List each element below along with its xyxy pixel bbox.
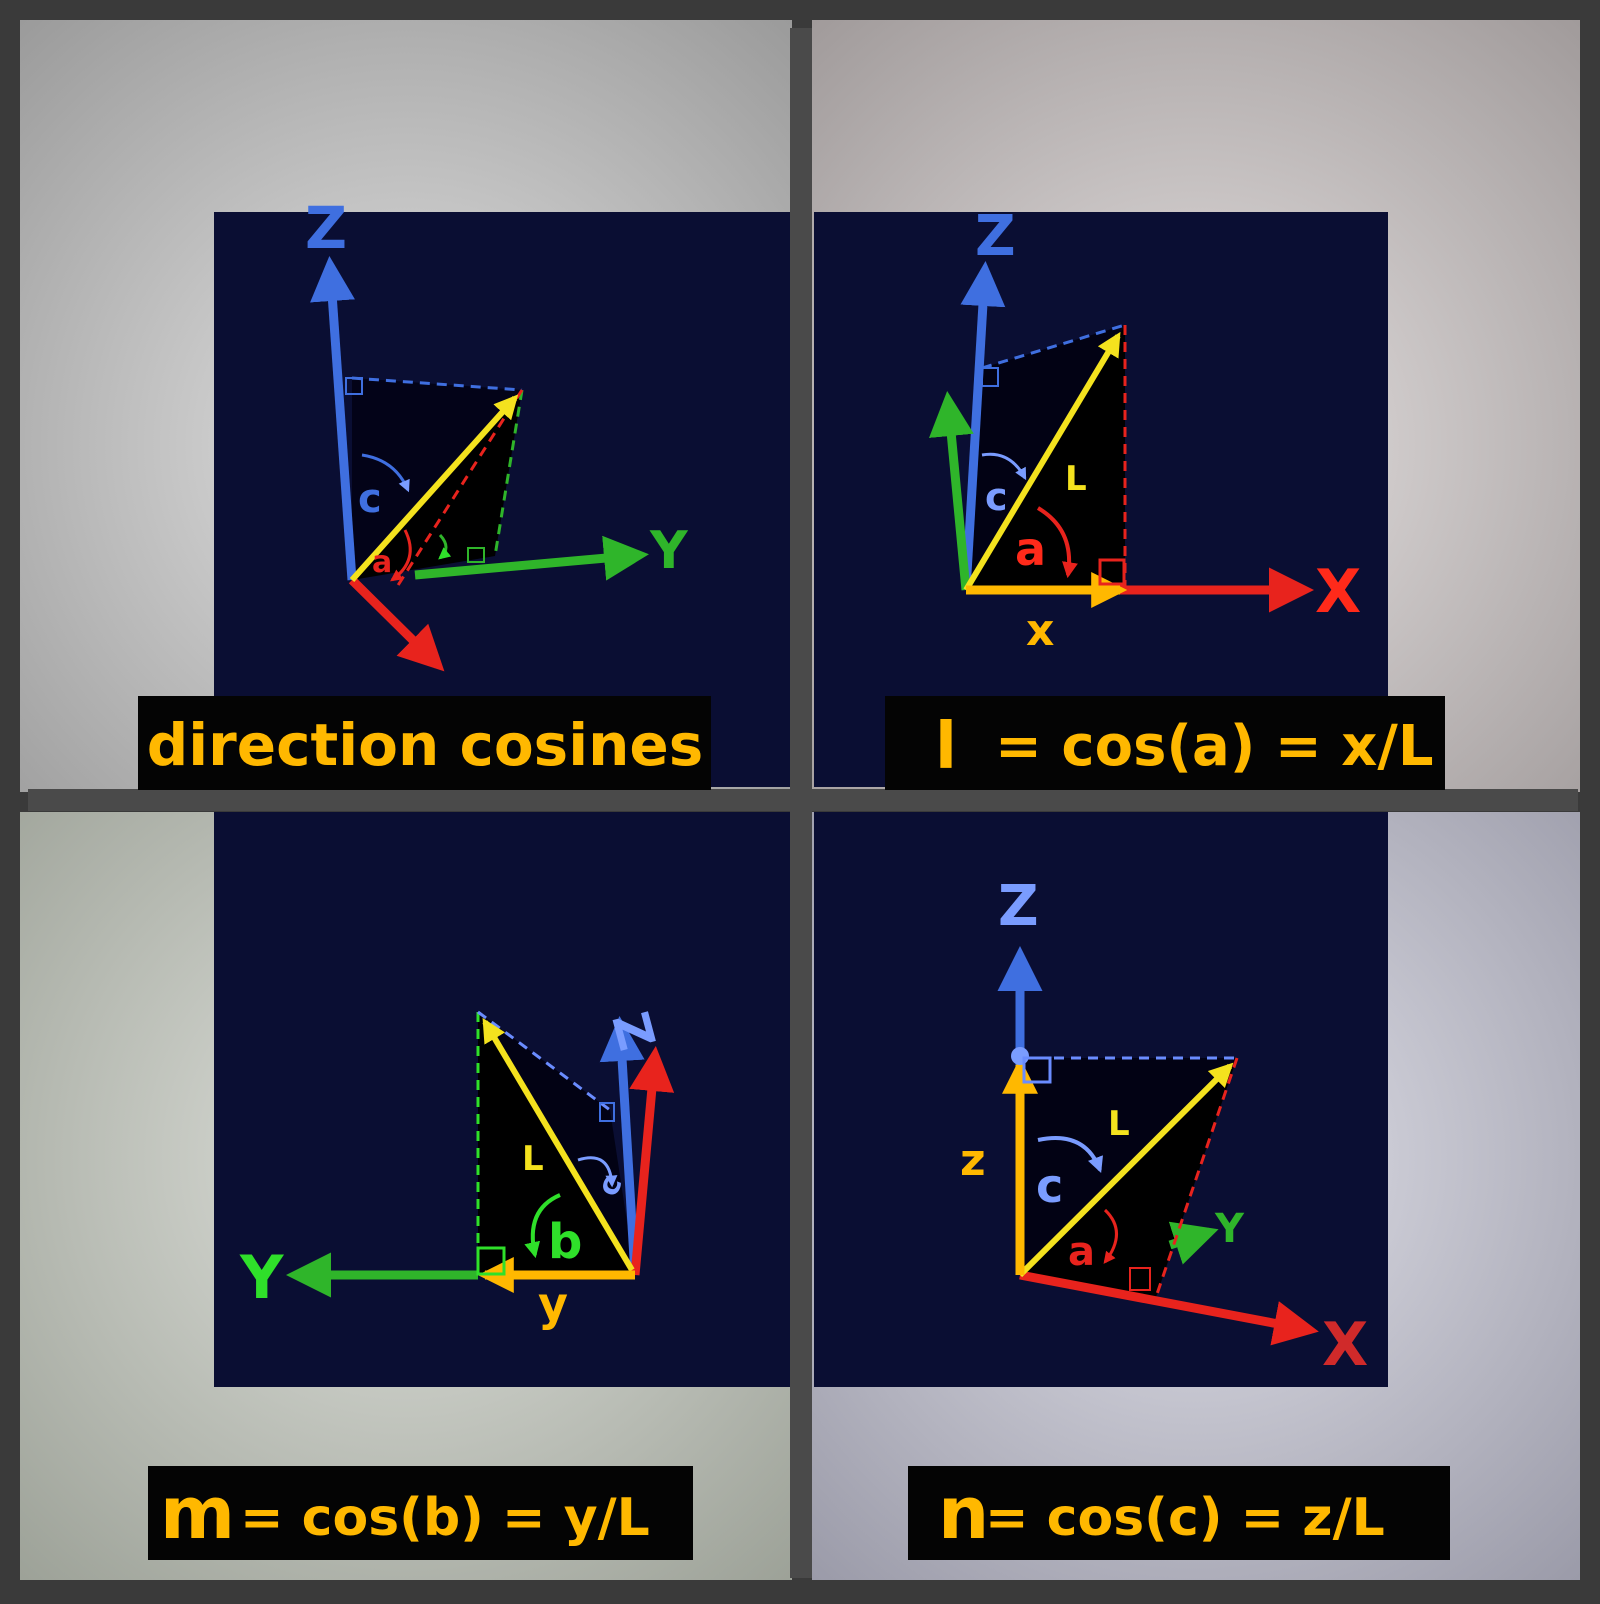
angle-c-label: c	[358, 476, 382, 522]
angle-a-arc	[390, 529, 412, 582]
right-angle-marker	[467, 547, 485, 563]
horizontal-divider	[28, 789, 1578, 811]
right-angle-marker	[599, 1102, 615, 1122]
z-axis	[960, 261, 1006, 591]
projection-point	[1011, 1047, 1029, 1065]
caption-box-2	[885, 696, 1445, 790]
panel-4-diagram: Z X Y L c a z	[960, 874, 1368, 1380]
caption-symbol-m: m	[160, 1471, 235, 1555]
angle-c-arc	[577, 1156, 618, 1188]
angle-c-arc	[981, 452, 1027, 481]
vector-L	[963, 331, 1121, 592]
caption-formula: = cos(c) = z/L	[985, 1488, 1385, 1548]
angle-c-arc	[361, 453, 410, 493]
x-axis-label: X	[1315, 557, 1361, 627]
vector-L-label: L	[1108, 1104, 1130, 1144]
panel-1-diagram: Z Y c a	[305, 194, 689, 672]
x-axis	[348, 576, 445, 672]
z-projection-line	[351, 376, 523, 392]
y-axis	[928, 391, 974, 591]
z-axis-label: Z	[305, 194, 347, 262]
angle-c-arc	[1037, 1136, 1103, 1173]
caption-formula: = cos(a) = x/L	[995, 714, 1434, 779]
right-angle-marker	[1098, 558, 1126, 586]
vector-L-label: L	[1065, 459, 1087, 499]
vector-L	[349, 394, 519, 583]
angle-b-arc	[438, 533, 452, 560]
vector-L	[1017, 1062, 1234, 1278]
z-axis-label: Z	[998, 874, 1039, 939]
right-angle-marker	[1129, 1267, 1151, 1291]
panel-2-diagram: Z X L a c x	[928, 204, 1361, 656]
y-axis-label: Y	[649, 521, 689, 581]
angle-c-label: c	[985, 475, 1008, 519]
panel-3-diagram: Y Z L b c y	[239, 1006, 675, 1331]
y-component-label: y	[538, 1277, 568, 1331]
caption-symbol-l: l	[935, 710, 957, 784]
vector-L-label: L	[522, 1139, 544, 1179]
y-projection-line	[493, 389, 524, 557]
vector-L	[482, 1017, 635, 1272]
right-angle-marker	[981, 367, 999, 387]
right-angle-marker	[476, 1246, 506, 1276]
z-component-label: z	[960, 1135, 986, 1186]
x-component-label: x	[1026, 605, 1054, 656]
caption-title: direction cosines	[147, 711, 703, 779]
caption-symbol-n: n	[938, 1471, 989, 1555]
y-axis	[1168, 1221, 1219, 1265]
z-axis-label: Z	[975, 204, 1016, 269]
right-angle-marker	[1022, 1056, 1052, 1084]
x-axis-label: X	[1322, 1310, 1368, 1380]
right-angle-marker	[345, 377, 363, 395]
angle-a-arc	[1036, 506, 1078, 579]
z-projection-line	[477, 1010, 611, 1112]
x-axis	[629, 1046, 675, 1276]
caption-formula: = cos(b) = y/L	[240, 1488, 650, 1548]
z-axis	[599, 1016, 645, 1276]
angle-a-arc	[1103, 1208, 1118, 1264]
angle-a-label: a	[1015, 522, 1046, 576]
caption-box-4	[908, 1466, 1450, 1560]
x-projection-line	[393, 389, 524, 591]
x-axis	[1019, 1270, 1319, 1346]
angle-b-label: b	[548, 1214, 582, 1270]
angle-a-label: a	[372, 545, 392, 580]
caption-box-1	[138, 696, 711, 790]
x-projection-triangle	[1020, 1058, 1237, 1300]
y-axis-label: Y	[1214, 1206, 1245, 1252]
z-axis	[310, 256, 357, 581]
angle-b-arc	[524, 1193, 561, 1259]
angle-a-label: a	[1068, 1229, 1095, 1275]
x-projection-line	[1153, 1057, 1239, 1301]
y-axis-label: Y	[239, 1243, 285, 1313]
caption-box-3	[148, 1466, 693, 1560]
y-axis	[414, 535, 649, 581]
angle-c-label: c	[1036, 1159, 1063, 1213]
